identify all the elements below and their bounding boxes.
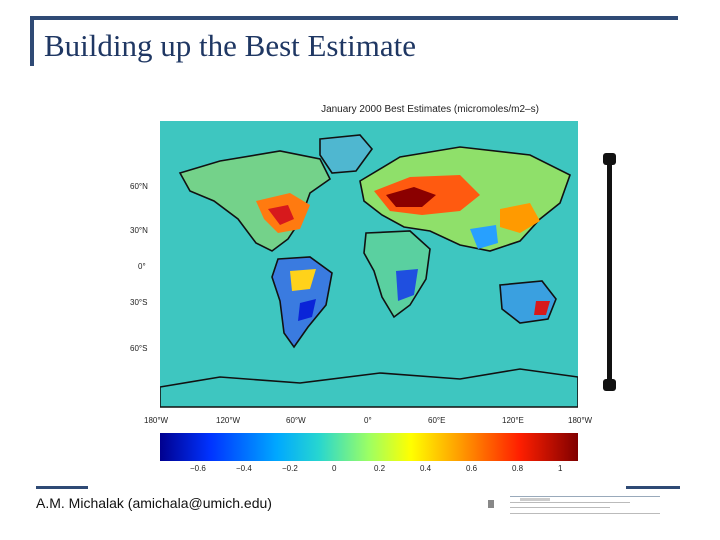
north-america-core — [268, 205, 294, 225]
map-title: January 2000 Best Estimates (micromoles/… — [321, 104, 539, 115]
title-top-rule — [30, 16, 678, 20]
lon-label-120e: 120°E — [502, 416, 524, 425]
colorbar-tick: 0 — [332, 464, 337, 473]
lat-label-equator: 0° — [138, 262, 146, 271]
colorbar-tick: −0.2 — [282, 464, 298, 473]
colorbar-tick: 1 — [558, 464, 563, 473]
south-america-warm — [290, 269, 316, 291]
slide-title: Building up the Best Estimate — [44, 28, 416, 63]
south-asia-cool — [470, 225, 498, 249]
lon-label-60w: 60°W — [286, 416, 306, 425]
east-asia-hotspot — [500, 203, 540, 233]
world-map — [159, 121, 579, 514]
lon-label-180w: 180°W — [144, 416, 169, 425]
colorbar-tick: 0.8 — [512, 464, 524, 473]
lat-label-60n: 60°N — [130, 182, 148, 191]
footer-rule-right — [626, 486, 680, 489]
south-america-cool — [298, 299, 316, 321]
footer-rule-left — [36, 486, 88, 489]
antarctica-land — [159, 368, 579, 408]
colorbar — [160, 433, 578, 461]
lat-label-60s: 60°S — [130, 344, 148, 353]
lon-label-0: 0° — [364, 416, 372, 425]
australia-hotspot — [534, 301, 550, 315]
footer-author: A.M. Michalak (amichala@umich.edu) — [36, 495, 272, 511]
lon-label-120w: 120°W — [216, 416, 241, 425]
europe-core — [386, 187, 436, 207]
lat-label-30n: 30°N — [130, 226, 148, 235]
lat-label-30s: 30°S — [130, 298, 148, 307]
colorbar-tick: 0.2 — [374, 464, 386, 473]
title-frame — [30, 16, 678, 66]
bracket-marker — [603, 153, 616, 391]
colorbar-tick: 0.4 — [420, 464, 432, 473]
colorbar-tick: 0.6 — [466, 464, 478, 473]
lon-label-60e: 60°E — [428, 416, 446, 425]
africa-cool — [396, 269, 418, 301]
lon-label-180w-right: 180°W — [568, 416, 593, 425]
colorbar-tick: −0.4 — [236, 464, 252, 473]
greenland-land — [319, 134, 374, 174]
flux-map-figure: January 2000 Best Estimates (micromoles/… — [120, 104, 600, 474]
colorbar-tick: −0.6 — [190, 464, 206, 473]
south-america-land — [271, 256, 333, 349]
title-left-rule — [30, 16, 34, 66]
world-map-svg — [159, 121, 579, 461]
footer-thumbnail-icon — [480, 494, 676, 520]
